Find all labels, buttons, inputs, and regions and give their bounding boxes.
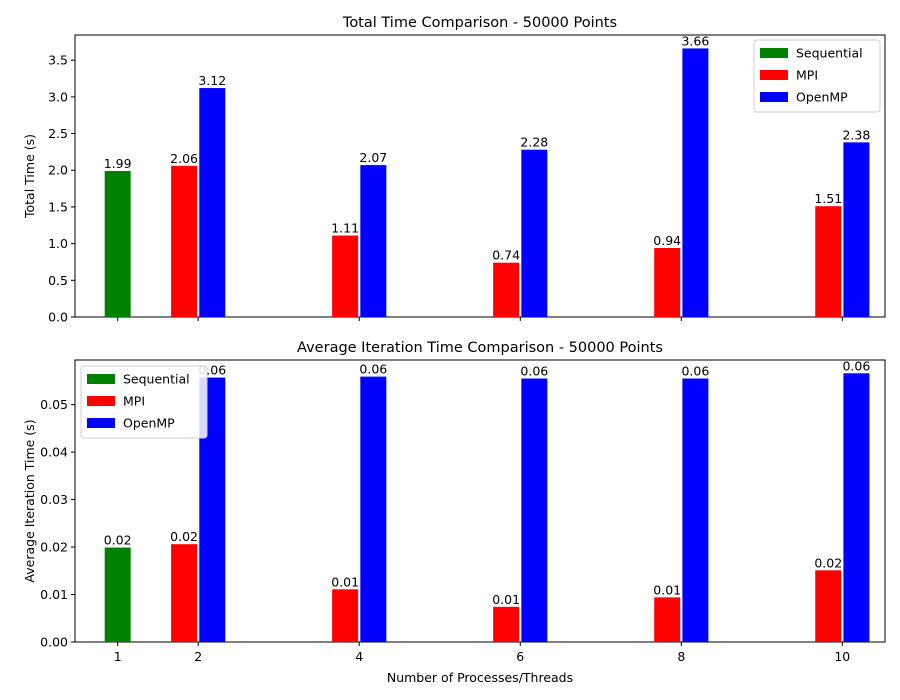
legend-label-openmp: OpenMP [796,90,848,105]
data-label: 0.01 [331,574,359,589]
legend-swatch-sequential [760,48,788,58]
data-label: 2.06 [170,151,198,166]
y-tick-label: 0.04 [40,445,68,460]
bar-mpi-2 [171,544,198,642]
bar-mpi-6 [493,262,520,317]
bar-sequential-1 [104,547,131,642]
y-tick-label: 1.5 [48,199,68,214]
bar-mpi-4 [332,235,359,317]
legend-label-sequential: Sequential [796,46,863,61]
y-tick-label: 2.5 [48,126,68,141]
y-tick-label: 2.0 [48,163,68,178]
data-label: 0.01 [653,582,681,597]
total-time-panel: Total Time Comparison - 50000 Points Tota… [22,15,886,325]
legend-label-mpi: MPI [796,68,818,83]
bar-mpi-2 [171,165,198,317]
bar-openmp-6 [521,378,548,642]
x-tick-label: 2 [194,649,202,664]
bar-mpi-10 [815,206,842,317]
data-label: 2.38 [842,127,870,142]
bar-sequential-1 [104,170,131,317]
legend-swatch-mpi [760,70,788,80]
bar-openmp-4 [360,165,387,317]
data-label: 0.74 [492,248,520,263]
x-tick-label: 1 [114,649,122,664]
data-label: 0.06 [520,364,548,379]
x-tick-label: 4 [355,649,363,664]
y-tick-label: 0.02 [40,540,68,555]
data-label: 3.12 [198,73,226,88]
x-tick-label: 8 [677,649,685,664]
bar-openmp-6 [521,149,548,317]
legend-label-openmp: OpenMP [123,416,175,431]
legend: Sequential MPI OpenMP [753,39,881,113]
data-label: 3.66 [681,33,709,48]
x-axis-label: Number of Processes/Threads [387,670,573,685]
data-label: 1.11 [331,221,359,236]
y-axis-label: Average Iteration Time (s) [22,419,37,582]
y-tick-label: 0.01 [40,587,68,602]
data-label: 0.02 [814,555,842,570]
y-tick-label: 0.00 [40,635,68,650]
plot-frame [74,34,886,318]
bar-openmp-4 [360,376,387,642]
bar-openmp-8 [682,48,709,318]
legend-swatch-openmp [760,92,788,102]
chart-title: Total Time Comparison - 50000 Points [342,15,617,31]
y-tick-label: 0.5 [48,273,68,288]
bar-openmp-2 [199,88,226,317]
legend-swatch-sequential [87,374,115,384]
y-tick-label: 1.0 [48,236,68,251]
data-label: 1.99 [104,156,132,171]
bar-mpi-8 [654,248,681,317]
legend-swatch-openmp [87,418,115,428]
bar-mpi-6 [493,606,520,642]
legend-label-sequential: Sequential [123,372,190,387]
data-label: 0.02 [170,529,198,544]
x-tick-label: 6 [516,649,524,664]
data-label: 0.06 [842,358,870,373]
data-label: 0.01 [492,592,520,607]
data-label: 2.28 [520,135,548,150]
y-tick-label: 0.03 [40,492,68,507]
y-tick-label: 3.0 [48,89,68,104]
bar-openmp-10 [843,373,870,642]
x-tick-label: 10 [834,649,850,664]
data-label: 1.51 [814,191,842,206]
plot-frame [74,359,886,643]
y-axis-label: Total Time (s) [22,134,37,219]
data-label: 0.06 [359,362,387,377]
data-label: 0.02 [104,533,132,548]
bar-openmp-10 [843,142,870,317]
legend-label-mpi: MPI [123,394,145,409]
y-tick-label: 0.05 [40,397,68,412]
bar-openmp-8 [682,378,709,642]
data-label: 0.06 [681,364,709,379]
bar-mpi-10 [815,570,842,642]
legend-swatch-mpi [87,396,115,406]
chart-title: Average Iteration Time Comparison - 5000… [297,340,663,356]
bar-mpi-4 [332,589,359,642]
legend: Sequential MPI OpenMP [80,365,208,439]
data-label: 0.94 [653,233,681,248]
avg-iteration-time-panel: Average Iteration Time Comparison - 5000… [22,340,886,664]
y-tick-label: 0.0 [48,310,68,325]
y-tick-label: 3.5 [48,53,68,68]
bar-mpi-8 [654,597,681,642]
data-label: 2.07 [359,150,387,165]
